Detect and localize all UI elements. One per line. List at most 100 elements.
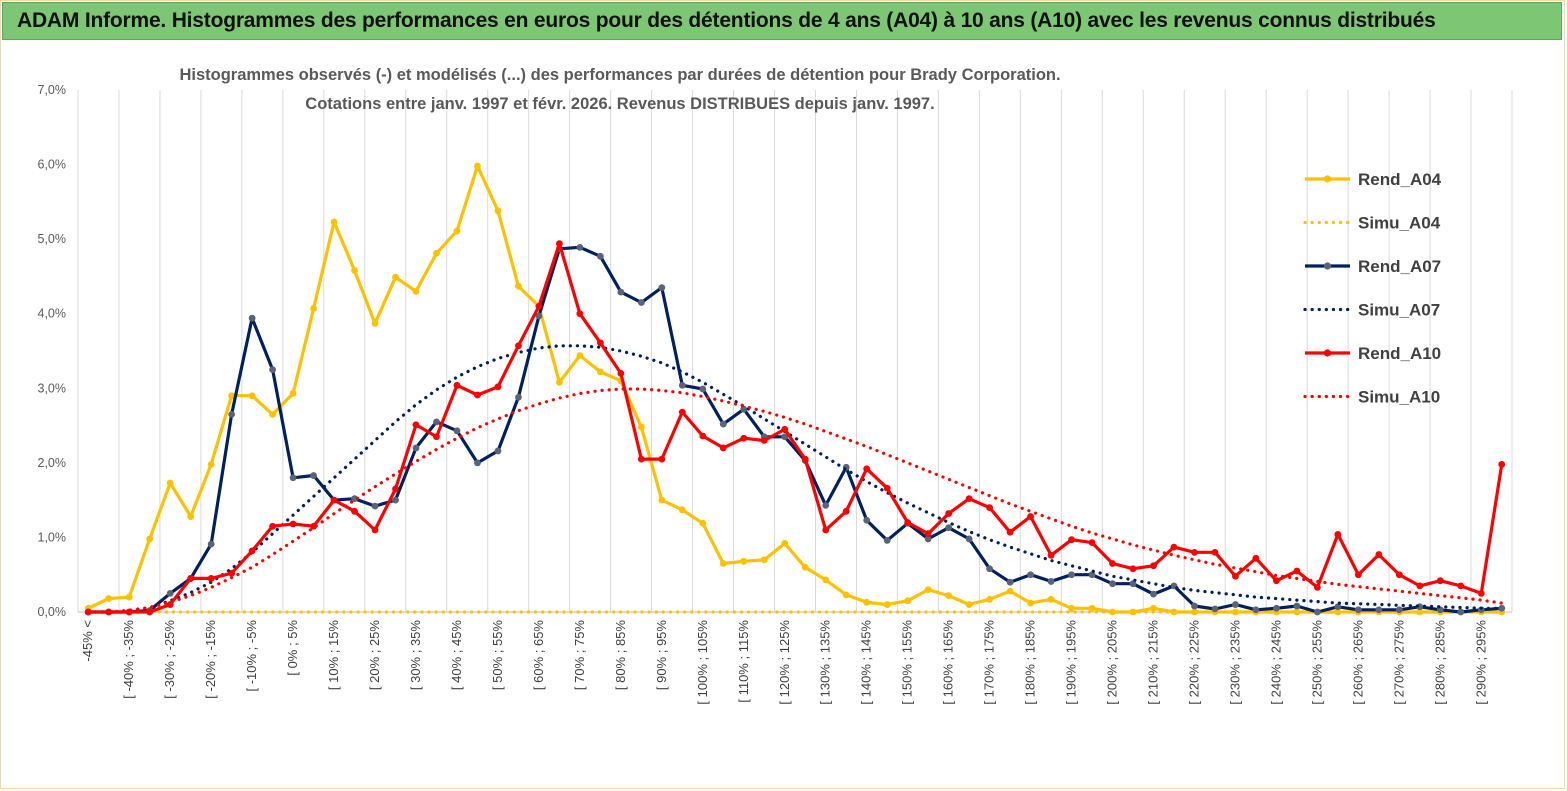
data-point: [1395, 606, 1403, 614]
page-title: ADAM Informe. Histogrammes des performan…: [17, 9, 1436, 32]
data-point: [330, 218, 338, 226]
data-point: [1150, 590, 1157, 598]
series-rend-a07: [84, 243, 1506, 616]
data-point: [1047, 578, 1055, 585]
data-point: [637, 455, 645, 463]
legend-item-rend-a04: Rend_A04: [1305, 170, 1442, 189]
data-point: [863, 598, 871, 606]
series: [84, 162, 1506, 616]
legend-label: Rend_A10: [1358, 344, 1441, 363]
x-tick-label: [ 230% ; 235%: [1227, 620, 1242, 705]
legend-label: Simu_A10: [1358, 388, 1440, 407]
data-point: [1395, 571, 1403, 579]
legend-marker: [1323, 175, 1332, 183]
data-point: [1088, 539, 1096, 547]
data-point: [494, 447, 502, 455]
x-tick-label: [ 120% ; 125%: [777, 620, 792, 705]
data-point: [166, 589, 174, 597]
data-point: [883, 484, 891, 492]
data-point: [1109, 560, 1116, 567]
data-point: [248, 547, 256, 555]
legend-item-simu-a10: Simu_A10: [1303, 388, 1440, 407]
x-tick-label: [ 140% ; 145%: [859, 620, 874, 705]
x-tick-label: [ 270% ; 275%: [1391, 620, 1406, 705]
data-point: [1334, 603, 1342, 611]
data-point: [1088, 571, 1096, 579]
x-tick-label: [ 130% ; 135%: [818, 620, 833, 705]
data-point: [822, 526, 830, 534]
data-point: [965, 495, 973, 503]
data-point: [1293, 602, 1301, 610]
data-point: [371, 320, 379, 327]
x-tick-label: [ 80% ; 85%: [613, 620, 628, 691]
x-tick-label: [ 60% ; 65%: [531, 620, 546, 691]
data-point: [596, 339, 604, 347]
data-point: [1088, 604, 1096, 612]
data-point: [883, 537, 891, 544]
data-point: [1068, 571, 1075, 579]
data-point: [658, 496, 666, 504]
data-point: [1006, 528, 1014, 536]
legend-marker: [1323, 262, 1332, 270]
data-point: [1498, 604, 1506, 612]
data-point: [494, 207, 502, 215]
y-axis: 0,0% 1,0% 2,0% 3,0% 4,0% 5,0% 6,0% 7,0%: [38, 83, 67, 619]
chart-title-line1: Histogrammes observés (-) et modélisés (…: [179, 66, 1060, 84]
data-point: [842, 591, 850, 599]
data-point: [1129, 565, 1137, 573]
x-tick-label: [ 160% ; 165%: [941, 620, 956, 705]
data-point: [1211, 605, 1219, 613]
data-point: [1191, 602, 1198, 610]
data-point: [576, 243, 584, 251]
x-tick-label: [ 100% ; 105%: [695, 620, 710, 705]
x-tick-label: [ 280% ; 285%: [1432, 620, 1447, 705]
x-tick-label: [ 30% ; 35%: [408, 620, 423, 691]
x-tick-label: [ -30% ; -25%: [162, 620, 177, 699]
x-tick-label: [ 50% ; 55%: [490, 620, 505, 691]
data-point: [637, 299, 645, 306]
data-point: [474, 459, 481, 467]
data-point: [1150, 562, 1157, 570]
data-point: [474, 162, 481, 170]
x-tick-label: [ 260% ; 265%: [1350, 620, 1365, 705]
y-tick-label: 0,0%: [38, 605, 67, 619]
data-point: [515, 342, 522, 350]
data-point: [207, 460, 215, 468]
x-tick-label: [ 40% ; 45%: [449, 620, 464, 691]
data-point: [1232, 601, 1239, 608]
x-tick-label: [ 250% ; 255%: [1309, 620, 1324, 705]
y-tick-label: 1,0%: [38, 530, 67, 544]
data-point: [760, 556, 768, 564]
data-point: [351, 495, 358, 503]
data-point: [535, 312, 543, 320]
data-point: [617, 369, 625, 377]
y-tick-label: 7,0%: [38, 83, 67, 97]
data-point: [1477, 589, 1485, 597]
data-point: [1150, 604, 1157, 612]
data-point: [105, 595, 113, 602]
data-point: [1252, 606, 1260, 614]
data-point: [310, 522, 317, 530]
data-point: [1375, 551, 1383, 558]
legend-item-simu-a07: Simu_A07: [1303, 301, 1440, 320]
data-point: [1498, 460, 1506, 468]
data-point: [658, 284, 666, 292]
data-point: [863, 465, 871, 473]
data-point: [412, 287, 420, 295]
data-point: [904, 519, 912, 526]
data-point: [474, 391, 481, 399]
series-line: [88, 242, 1504, 614]
data-point: [1416, 582, 1424, 590]
data-point: [228, 569, 236, 577]
y-tick-label: 3,0%: [38, 381, 67, 395]
data-point: [965, 535, 973, 543]
data-point: [1232, 572, 1239, 580]
data-point: [1232, 608, 1239, 616]
data-point: [166, 479, 174, 487]
data-point: [1334, 531, 1342, 538]
data-point: [924, 530, 932, 538]
legend-label: Rend_A04: [1358, 170, 1442, 189]
data-point: [515, 393, 522, 401]
data-point: [351, 267, 358, 274]
